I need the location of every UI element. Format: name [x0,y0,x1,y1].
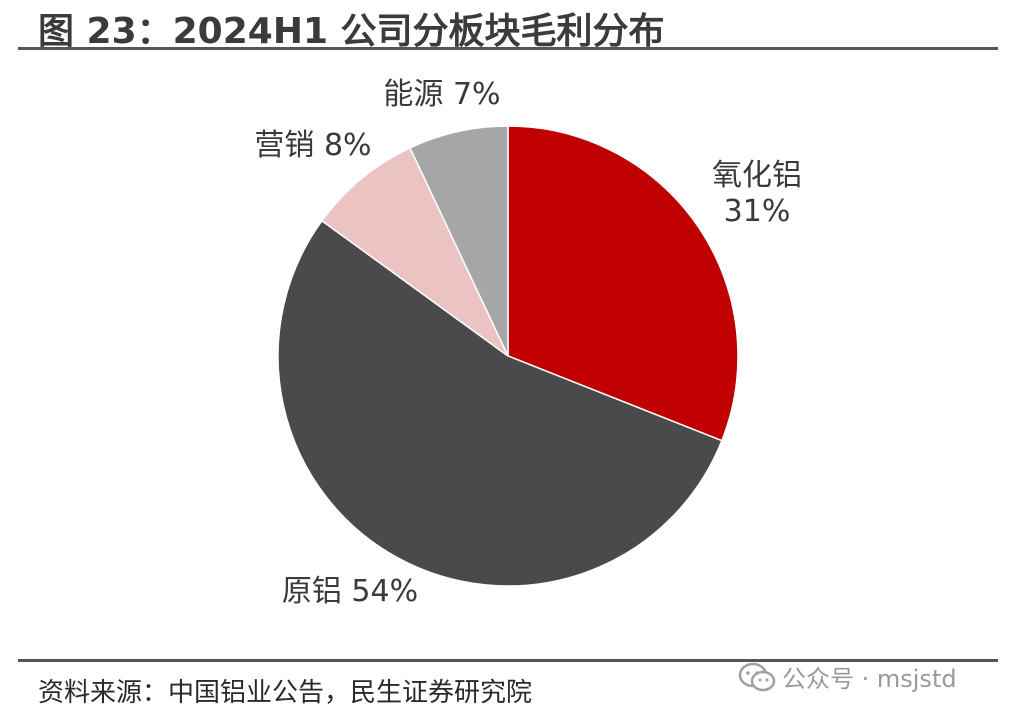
slice-label-2: 原铝 54% [282,574,418,609]
slice-label-3: 营销 8% [254,128,371,163]
watermark-text: 公众号 · msjstd [782,665,957,693]
source-note: 资料来源：中国铝业公告，民生证券研究院 [38,678,533,708]
chart-title: 图 23：2024H1 公司分板块毛利分布 [38,11,665,52]
pie-slice-2 [277,219,723,587]
top-divider [18,47,998,50]
pie-slices [277,125,739,587]
bottom-divider [18,659,998,662]
wechat-icon [738,662,776,691]
pie-slice-3 [320,146,509,357]
pie-slice-1 [507,125,739,442]
slice-label-4: 能源 7% [383,77,500,112]
pie-slice-4 [409,125,509,357]
watermark: 公众号 · msjstd [738,659,957,694]
slice-value-1: 31% [724,194,791,229]
slice-label-1: 氧化铝 [712,158,802,193]
